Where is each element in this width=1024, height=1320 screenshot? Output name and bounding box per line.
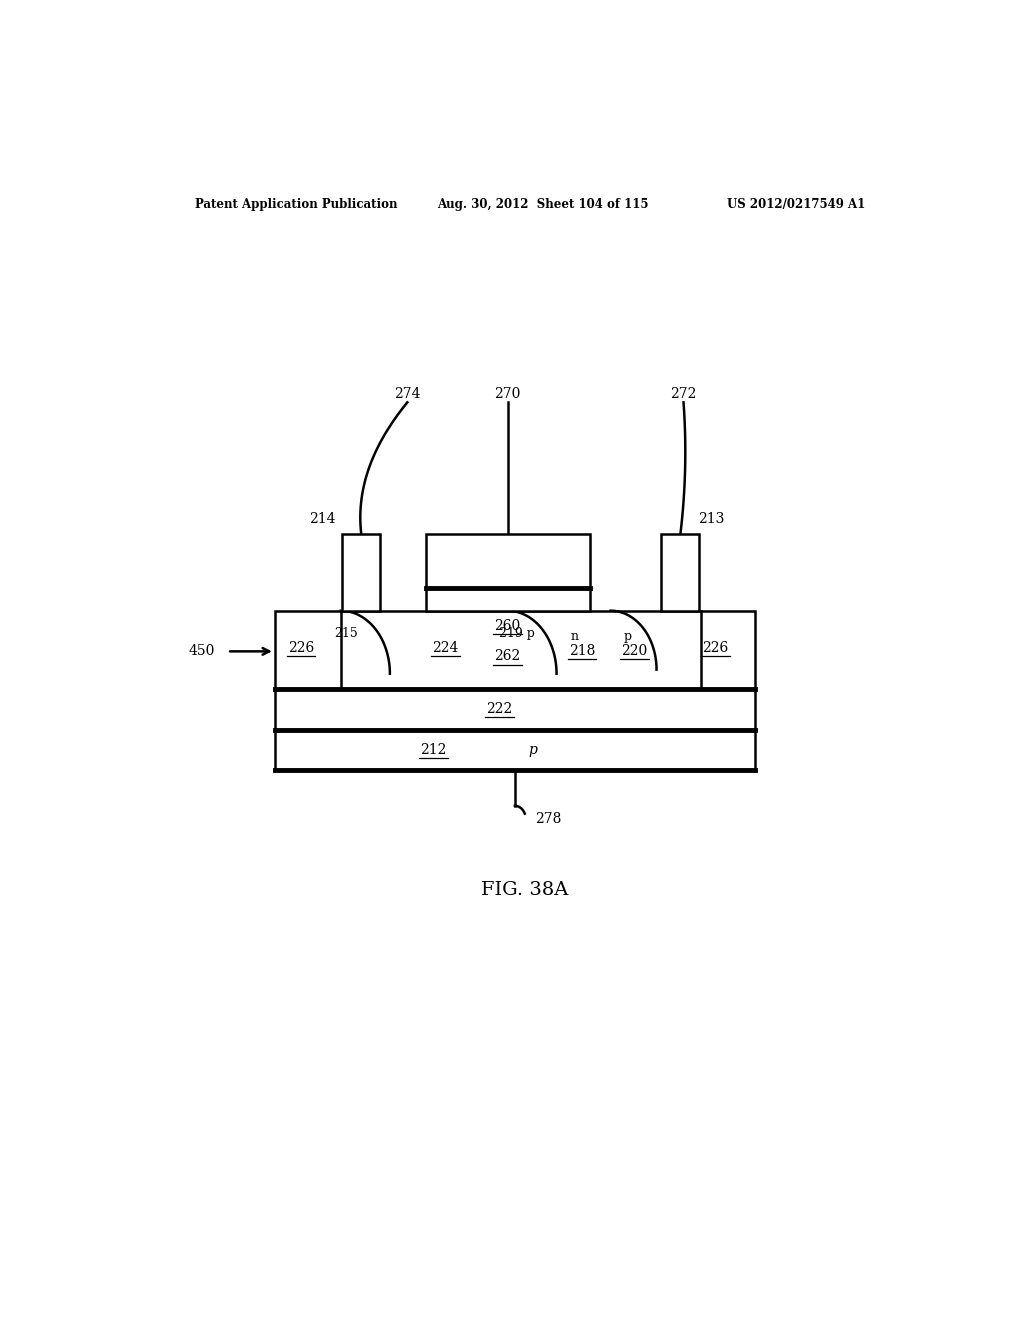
Text: 270: 270 [495, 387, 520, 401]
Bar [662, 535, 699, 611]
Text: 262: 262 [495, 649, 520, 664]
Bar [274, 689, 755, 730]
Bar [274, 611, 755, 689]
Bar [274, 730, 755, 771]
Text: 450: 450 [188, 644, 215, 659]
Text: 271: 271 [669, 564, 692, 577]
Text: 219 p: 219 p [499, 627, 535, 640]
Text: US 2012/0217549 A1: US 2012/0217549 A1 [727, 198, 865, 211]
Text: FIG. 38A: FIG. 38A [481, 882, 568, 899]
Text: p: p [624, 630, 632, 643]
Text: 213: 213 [698, 512, 725, 527]
Text: 260: 260 [495, 619, 520, 634]
Text: 272: 272 [671, 387, 696, 401]
Text: n: n [570, 630, 579, 643]
Bar [342, 535, 380, 611]
Text: 220: 220 [622, 644, 647, 659]
Text: 226: 226 [288, 642, 314, 655]
Text: 226: 226 [702, 642, 728, 655]
Text: p: p [528, 743, 538, 756]
Text: 224: 224 [432, 642, 459, 655]
Text: 214: 214 [309, 512, 336, 527]
Text: Patent Application Publication: Patent Application Publication [196, 198, 398, 211]
Text: Aug. 30, 2012  Sheet 104 of 115: Aug. 30, 2012 Sheet 104 of 115 [437, 198, 649, 211]
Text: 215: 215 [335, 627, 358, 640]
Bar [426, 589, 590, 611]
Text: 218: 218 [568, 644, 595, 659]
Bar [426, 535, 590, 589]
Text: 222: 222 [486, 702, 513, 717]
Text: 278: 278 [535, 812, 561, 826]
Text: 273: 273 [349, 564, 373, 577]
Text: 212: 212 [420, 743, 446, 756]
Text: 274: 274 [394, 387, 421, 401]
